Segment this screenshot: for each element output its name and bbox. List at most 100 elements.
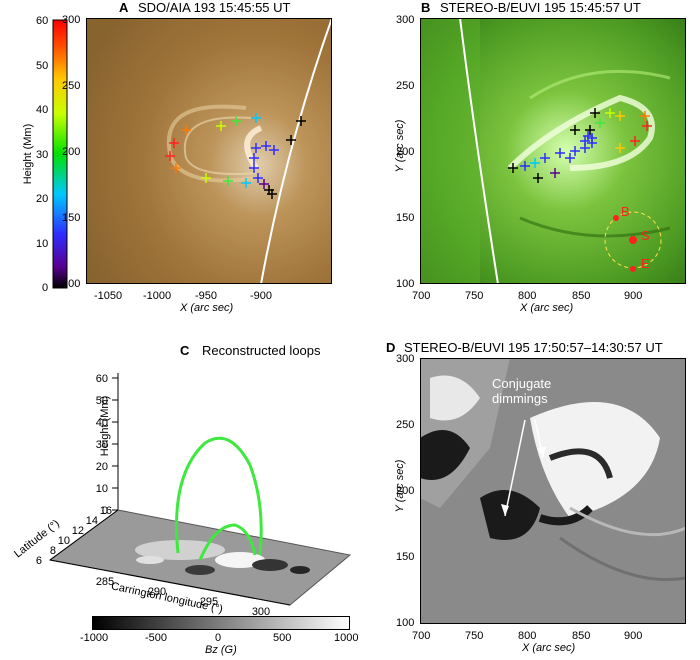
loop-marker: [590, 108, 600, 118]
panel-a-x-tick-label: -1000: [143, 290, 172, 302]
lon-tick-label: 290: [148, 586, 166, 598]
bz-tick-label: -500: [145, 632, 168, 644]
panel-b-ylabel: Y (arc sec): [394, 119, 406, 173]
panel-d-ylabel: Y (arc sec): [394, 459, 406, 513]
panel-c-plot: 0 10 20 30 40 50 60 6 8 10 12 14 16 285 290 295 300 He…: [0, 355, 360, 655]
z-tick-label: 10: [96, 483, 108, 495]
panel-d-y-tick-label: 150: [396, 551, 415, 563]
loop-marker: [533, 173, 543, 183]
panel-a-y-tick-label: 150: [62, 212, 81, 224]
loop-marker: [640, 111, 650, 121]
bz-tick-label: 1000: [334, 632, 359, 644]
loop-marker: [259, 179, 269, 189]
lon-tick-label: 300: [252, 606, 270, 618]
panel-d-y-tick-label: 100: [396, 617, 415, 629]
loop-marker: [615, 143, 625, 153]
loop-marker: [223, 176, 233, 186]
panel-a-image: [86, 17, 333, 285]
loop-marker: [583, 131, 593, 141]
panel-b-image: B S E: [420, 17, 686, 285]
loop-marker: [261, 141, 271, 151]
panel-d-y-tick-label: 300: [396, 353, 415, 365]
panel-b-y-tick-label: 250: [396, 80, 415, 92]
z-tick-label: 20: [96, 461, 108, 473]
loop-marker: [286, 135, 296, 145]
lat-tick-label: 12: [72, 525, 84, 537]
panel-b-x-tick-label: 800: [518, 290, 537, 302]
panel-d-letter: D: [386, 340, 396, 355]
panel-d-x-tick-label: 900: [624, 630, 643, 642]
panel-d-x-tick-label: 850: [572, 630, 591, 642]
loop-marker: [231, 116, 241, 126]
loop-marker: [555, 148, 565, 158]
loop-marker: [169, 138, 179, 148]
loop-marker: [508, 163, 518, 173]
panel-a-x-tick-label: -950: [195, 290, 218, 302]
panel-a-y-tick-label: 100: [62, 278, 81, 290]
loop-marker: [251, 143, 261, 153]
loop-marker: [550, 168, 560, 178]
loop-marker: [587, 138, 597, 148]
loop-marker: [165, 151, 175, 161]
colorbar-tick-label: 20: [36, 193, 49, 205]
loop-marker: [565, 153, 575, 163]
loop-marker: [540, 153, 550, 163]
panel-d-y-tick-label: 200: [396, 485, 415, 497]
loop-marker: [269, 145, 279, 155]
panel-a-x-tick-label: -900: [250, 290, 273, 302]
loop-marker: [267, 189, 277, 199]
loop-marker: [595, 118, 605, 128]
z-tick-label: 60: [96, 373, 108, 385]
panel-a-y-tick-label: 200: [62, 146, 81, 158]
marker-s: S: [641, 228, 650, 243]
panel-b-y-tick-label: 300: [396, 14, 415, 26]
lat-tick-label: 8: [50, 545, 56, 557]
panel-c-title: Reconstructed loops: [202, 343, 321, 358]
z-tick-label: 30: [96, 439, 108, 451]
dimmings-annotation-1: Conjugate: [492, 376, 552, 391]
loop-marker: [253, 173, 263, 183]
colorbar-tick-label: 40: [36, 104, 49, 116]
colorbar-tick-label: 60: [36, 15, 49, 27]
panel-d-image: Conjugate dimmings: [420, 358, 687, 624]
z-tick-label: 0: [102, 505, 108, 517]
panel-b-x-tick-label: 850: [572, 290, 591, 302]
bz-tick-label: 500: [273, 632, 292, 644]
panel-a-letter: A: [119, 0, 129, 15]
bz-colorbar: [92, 616, 350, 630]
panel-d-x-tick-label: 750: [465, 630, 484, 642]
panel-a-title: SDO/AIA 193 15:45:55 UT: [138, 0, 291, 15]
panel-b-x-tick-label: 900: [624, 290, 643, 302]
loop-marker: [642, 121, 652, 131]
panel-d-title: STEREO-B/EUVI 195 17:50:57–14:30:57 UT: [404, 340, 663, 355]
lon-tick-label: 295: [200, 596, 218, 608]
lat-tick-label: 6: [36, 555, 42, 567]
z-tick-label: 40: [96, 417, 108, 429]
loop-marker: [605, 108, 615, 118]
panel-a-x-tick-label: -1050: [94, 290, 123, 302]
loop-marker: [585, 125, 595, 135]
loop-marker: [249, 153, 259, 163]
lat-tick-label: 16: [100, 505, 112, 517]
panel-d-xlabel: X (arc sec): [522, 642, 576, 654]
marker-e: E: [641, 256, 650, 271]
lon-tick-label: 285: [96, 576, 114, 588]
colorbar-label: Height (Mm): [22, 123, 34, 185]
panel-b-x-tick-label: 750: [465, 290, 484, 302]
panel-b-y-tick-label: 200: [396, 146, 415, 158]
loop-marker: [615, 111, 625, 121]
marker-b: B: [621, 204, 630, 219]
colorbar-tick-label: 30: [36, 148, 49, 161]
panel-b-title: STEREO-B/EUVI 195 15:45:57 UT: [440, 0, 641, 15]
loop-marker: [249, 163, 259, 173]
z-tick-label: 50: [96, 395, 108, 407]
panel-d-x-tick-label: 700: [412, 630, 431, 642]
loop-marker: [570, 125, 580, 135]
lat-tick-label: 14: [86, 515, 98, 527]
panel-c-letter: C: [180, 343, 190, 358]
loop-marker: [251, 113, 261, 123]
loop-marker: [181, 125, 191, 135]
bz-tick-label: -1000: [80, 632, 109, 644]
bz-label: Bz (G): [205, 644, 237, 656]
height-colorbar: Height (Mm) 0 10 20 30 40 50 60: [8, 8, 88, 298]
